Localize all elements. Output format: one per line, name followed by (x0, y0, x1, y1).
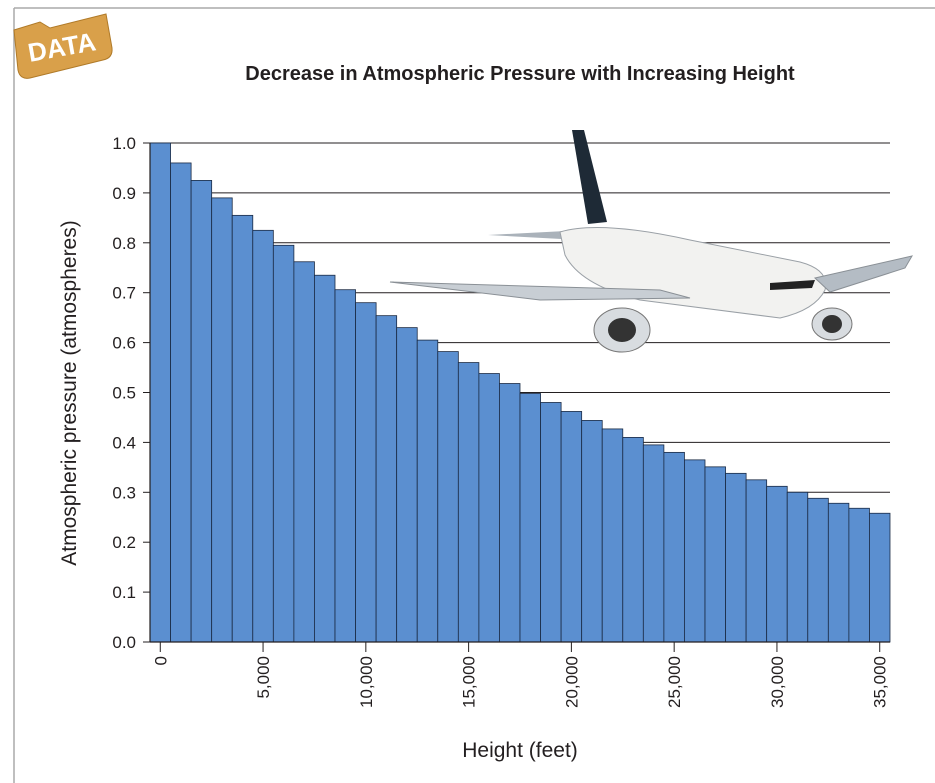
bar (869, 513, 890, 642)
y-tick-label: 0.6 (112, 334, 136, 353)
bar (294, 262, 315, 642)
bar (397, 328, 418, 642)
y-tick-label: 0.9 (112, 184, 136, 203)
bar (438, 352, 459, 642)
bar (767, 486, 788, 642)
bar (746, 480, 767, 642)
bar (849, 508, 870, 642)
bar (376, 316, 397, 642)
airplane (390, 130, 912, 352)
bar (664, 452, 685, 642)
y-tick-label: 0.7 (112, 284, 136, 303)
y-tick-label: 0.4 (112, 433, 136, 452)
y-tick-label: 0.0 (112, 633, 136, 652)
bar (499, 384, 520, 642)
bar (417, 340, 438, 642)
y-tick-label: 0.2 (112, 533, 136, 552)
bar (314, 275, 335, 642)
bar (602, 429, 623, 642)
bar (787, 492, 808, 642)
bar (541, 402, 562, 642)
bar (705, 467, 726, 642)
bar (582, 420, 603, 642)
bar (191, 180, 212, 642)
bar (150, 143, 171, 642)
y-tick-label: 0.8 (112, 234, 136, 253)
bar (520, 393, 541, 642)
y-tick-label: 1.0 (112, 134, 136, 153)
bar (253, 230, 274, 642)
x-tick-label: 30,000 (768, 656, 787, 708)
bar (273, 245, 294, 642)
bar (232, 215, 253, 642)
page: DATA Decrease in Atmospheric Pressure wi… (0, 0, 935, 783)
y-tick-label: 0.1 (112, 583, 136, 602)
bar (212, 198, 233, 642)
x-tick-label: 20,000 (562, 656, 581, 708)
badge: DATA (14, 14, 112, 78)
chart-title: Decrease in Atmospheric Pressure with In… (245, 63, 795, 85)
x-tick-label: 10,000 (357, 656, 376, 708)
chart: DATA Decrease in Atmospheric Pressure wi… (0, 0, 935, 783)
bar (808, 498, 829, 642)
x-tick-label: 5,000 (254, 656, 273, 699)
x-axis-label: Height (feet) (462, 739, 578, 762)
y-tick-label: 0.5 (112, 384, 136, 403)
bar (458, 363, 479, 642)
bar (335, 290, 356, 642)
x-tick-label: 0 (151, 656, 170, 665)
bar (726, 473, 747, 642)
y-axis-label: Atmospheric pressure (atmospheres) (58, 220, 81, 565)
bar (356, 303, 377, 642)
bar (561, 411, 582, 642)
bar (479, 374, 500, 642)
x-tick-label: 25,000 (665, 656, 684, 708)
y-tick-label: 0.3 (112, 483, 136, 502)
bar (828, 503, 849, 642)
bar (643, 445, 664, 642)
bar (171, 163, 192, 642)
bar (623, 437, 644, 642)
x-tick-label: 15,000 (460, 656, 479, 708)
bar (684, 460, 705, 642)
x-tick-label: 35,000 (871, 656, 890, 708)
